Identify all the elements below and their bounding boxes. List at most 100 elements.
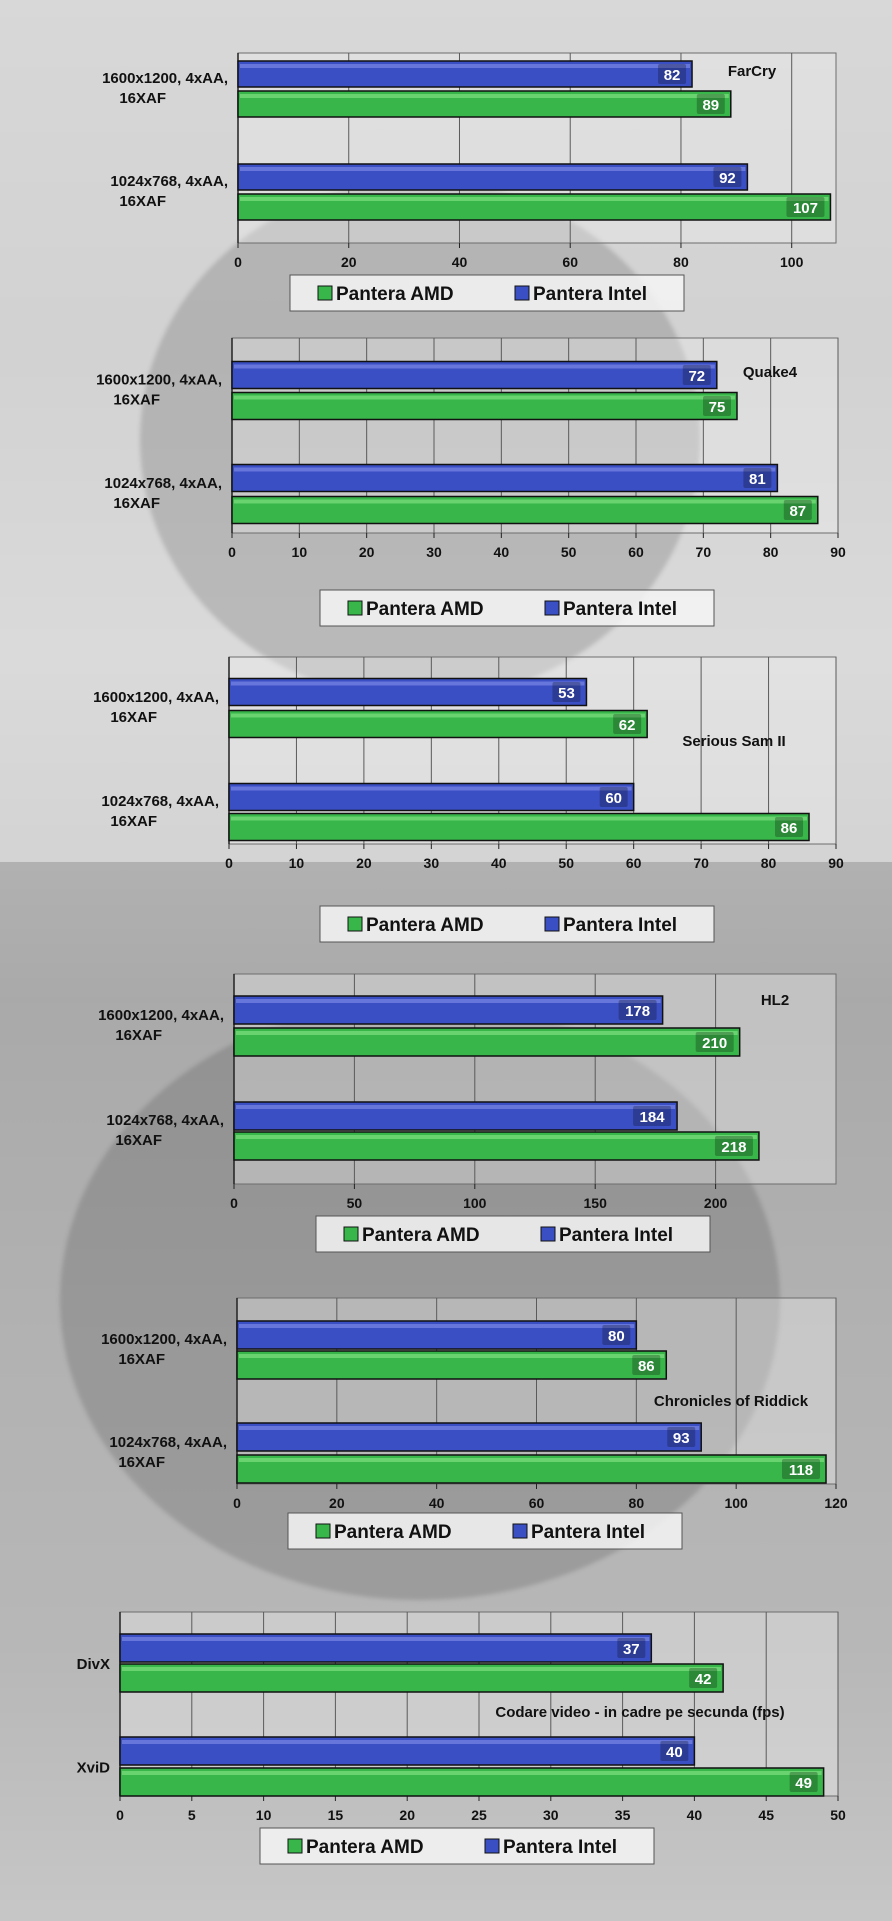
tick-label: 100 [780, 254, 804, 270]
tick-label: 200 [704, 1195, 728, 1211]
tick-label: 80 [673, 254, 689, 270]
bar-highlight [239, 1354, 665, 1358]
legend-label-amd: Pantera AMD [366, 915, 484, 936]
legend-label-amd: Pantera AMD [366, 599, 484, 620]
value-label-bg [617, 1638, 646, 1658]
chart-title: Codare video - in cadre pe secunda (fps) [495, 1704, 784, 1721]
bar-highlight [240, 94, 729, 98]
tick-label: 0 [228, 544, 236, 560]
value-label: 72 [688, 368, 705, 385]
legend-swatch-amd [347, 600, 363, 616]
tick-label: 40 [687, 1807, 703, 1823]
legend-swatch-intel [544, 916, 560, 932]
legend-label-intel: Pantera Intel [533, 284, 647, 305]
tick-label: 20 [359, 544, 375, 560]
category-label: 1600x1200, 4xAA, 16XAF [101, 1331, 227, 1368]
chart-title: Quake4 [743, 364, 798, 381]
tick-label: 90 [828, 855, 844, 871]
value-label: 184 [640, 1109, 666, 1126]
bar-highlight [231, 816, 808, 821]
tick-label: 20 [356, 855, 372, 871]
legend-label-intel: Pantera Intel [563, 599, 677, 620]
legend-swatch-amd [343, 1226, 359, 1242]
bar-highlight [236, 1105, 676, 1109]
tick-label: 70 [693, 855, 709, 871]
value-label: 89 [702, 97, 719, 114]
value-label-bg [783, 500, 812, 520]
tick-label: 50 [347, 1195, 363, 1211]
tick-label: 20 [341, 254, 357, 270]
value-label: 42 [695, 1671, 712, 1688]
tick-label: 0 [116, 1807, 124, 1823]
value-label-bg [713, 167, 742, 187]
bar-highlight [240, 197, 829, 201]
value-label-bg [602, 1325, 631, 1345]
bar-highlight [234, 499, 816, 504]
legend [319, 905, 715, 943]
bar-highlight [122, 1740, 693, 1744]
value-label-bg [786, 197, 825, 217]
tick-label: 150 [584, 1195, 608, 1211]
tick-label: 50 [561, 544, 577, 560]
bar-highlight [234, 364, 715, 369]
legend [289, 274, 685, 312]
bar-highlight [236, 999, 661, 1003]
legend [287, 1512, 683, 1550]
chart-title: HL2 [761, 992, 789, 1009]
value-label: 53 [558, 685, 575, 702]
value-label-bg [618, 1000, 657, 1020]
tick-label: 80 [763, 544, 779, 560]
tick-label: 35 [615, 1807, 631, 1823]
bar-highlight [122, 1667, 722, 1671]
tick-label: 80 [761, 855, 777, 871]
tick-label: 10 [289, 855, 305, 871]
tick-label: 45 [758, 1807, 774, 1823]
category-label: 1600x1200, 4xAA, 16XAF [98, 1007, 224, 1044]
chart-title: Serious Sam II [682, 733, 785, 750]
bar-highlight [234, 395, 735, 400]
tick-label: 10 [256, 1807, 272, 1823]
legend-swatch-amd [317, 285, 333, 301]
bar-highlight [231, 681, 585, 686]
bar-highlight [239, 1324, 635, 1328]
tick-label: 30 [426, 544, 442, 560]
tick-label: 100 [463, 1195, 487, 1211]
tick-label: 0 [233, 1495, 241, 1511]
legend-label-amd: Pantera AMD [336, 284, 454, 305]
legend-label-intel: Pantera Intel [559, 1225, 673, 1246]
bar-highlight [122, 1637, 650, 1641]
tick-label: 0 [234, 254, 242, 270]
bar-highlight [236, 1135, 757, 1139]
legend-label-amd: Pantera AMD [362, 1225, 480, 1246]
tick-label: 80 [629, 1495, 645, 1511]
tick-label: 60 [562, 254, 578, 270]
tick-label: 120 [824, 1495, 848, 1511]
value-label: 87 [789, 503, 806, 520]
value-label-bg [613, 714, 642, 734]
value-label: 37 [623, 1641, 640, 1658]
value-label: 107 [793, 200, 818, 217]
value-label: 118 [789, 1462, 813, 1479]
tick-label: 100 [724, 1495, 748, 1511]
bar-highlight [236, 1031, 738, 1035]
value-label: 62 [619, 717, 636, 734]
tick-label: 0 [225, 855, 233, 871]
tick-label: 40 [429, 1495, 445, 1511]
value-label-bg [695, 1032, 734, 1052]
value-label-bg [667, 1427, 696, 1447]
tick-label: 10 [292, 544, 308, 560]
value-label-bg [714, 1136, 753, 1156]
tick-label: 40 [452, 254, 468, 270]
value-label-bg [743, 468, 772, 488]
value-label-bg [696, 94, 725, 114]
value-label-bg [789, 1772, 818, 1792]
legend [259, 1827, 655, 1865]
legend-label-intel: Pantera Intel [503, 1837, 617, 1858]
chart-6: 0 5 10 15 20 25 30 35 40 45 50 37 42 DivX 40 49 XviD Coda… [77, 1611, 846, 1865]
bar-highlight [240, 64, 691, 68]
bar-highlight [231, 786, 632, 791]
value-label-bg [632, 1355, 661, 1375]
tick-label: 60 [628, 544, 644, 560]
legend-swatch-intel [540, 1226, 556, 1242]
